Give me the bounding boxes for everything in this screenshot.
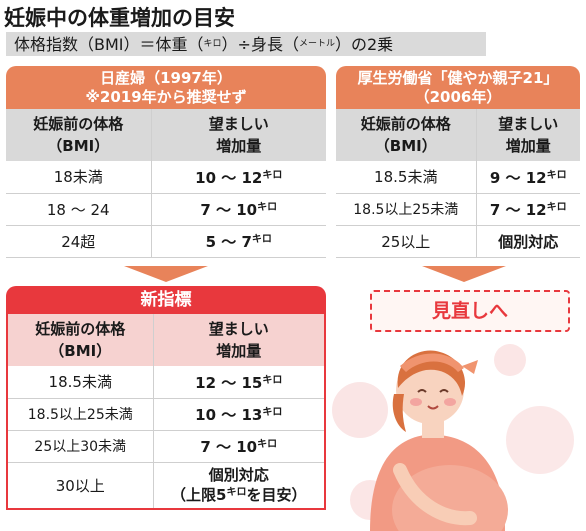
bmi-cell: 18.5以上25未満 [336, 193, 476, 226]
bmi-cell: 18 ～ 24 [6, 193, 151, 226]
bmi-formula: 体格指数（BMI）＝体重（キロ）÷身長（メートル）の2乗 [6, 32, 486, 56]
gain-cell: 7 ～ 10キロ [152, 430, 324, 463]
pregnant-woman-illustration [330, 340, 586, 531]
gain-cell: 個別対応 （上限5キロを目安） [152, 462, 324, 508]
formula-text: 体格指数（BMI）＝体重（ [14, 35, 204, 54]
table-row: 25以上30未満 7 ～ 10キロ [8, 430, 324, 463]
mhlw-standard-panel: 厚生労働省「健やか親子21」 （2006年） 妊娠前の体格 （BMI） 望ましい増… [336, 66, 580, 258]
table-row: 25以上 個別対応 [336, 225, 580, 258]
unit-weight: キロ [203, 39, 222, 49]
old-heading-line1: 日産婦（1997年） [100, 69, 232, 87]
table-row: 18未満 10 ～ 12キロ [6, 161, 326, 194]
down-arrow-icon [124, 266, 208, 282]
mhlw-heading-line1: 厚生労働省「健やか親子21」 [357, 69, 559, 87]
col-bmi-header: 妊娠前の体格 （BMI） [6, 109, 151, 161]
col-gain-header: 望ましい 増加量 [152, 314, 324, 366]
pregnant-woman-icon [332, 344, 574, 531]
formula-middle: ）÷身長（ [221, 35, 299, 54]
new-standard-table: 妊娠前の体格 （BMI） 望ましい 増加量 18.5未満 12 ～ 15キロ 18.5… [8, 314, 324, 508]
table-row: 18 ～ 24 7 ～ 10キロ [6, 193, 326, 226]
gain-cell: 10 ～ 13キロ [152, 398, 324, 431]
bmi-cell: 25以上30未満 [8, 430, 153, 463]
formula-end: ）の2乗 [334, 35, 394, 54]
down-arrow-icon [422, 266, 506, 282]
new-standard-box: 妊娠前の体格 （BMI） 望ましい 増加量 18.5未満 12 ～ 15キロ 18.5… [6, 314, 326, 510]
table-row: 18.5以上25未満 7 ～ 12キロ [336, 193, 580, 226]
col-gain-header: 望ましい 増加量 [150, 109, 326, 161]
table-row: 24超 5 ～ 7キロ [6, 225, 326, 258]
table-header: 妊娠前の体格 （BMI） 望ましい 増加量 [6, 109, 326, 161]
gain-cell: 個別対応 [475, 225, 580, 258]
bmi-cell: 18.5以上25未満 [8, 398, 153, 431]
table-row: 18.5以上25未満 10 ～ 13キロ [8, 398, 324, 431]
gain-cell: 7 ～ 10キロ [150, 193, 326, 226]
bmi-cell: 18.5未満 [8, 366, 153, 399]
unit-height: メートル [298, 39, 335, 49]
gain-cell: 5 ～ 7キロ [150, 225, 326, 258]
table-row: 18.5未満 9 ～ 12キロ [336, 161, 580, 194]
mhlw-heading-line2: （2006年） [414, 88, 502, 106]
new-standard-heading: 新指標 [6, 286, 326, 314]
review-label: 見直しへ [370, 290, 570, 332]
col-bmi-header: 妊娠前の体格 （BMI） [336, 109, 476, 161]
old-standard-table: 妊娠前の体格 （BMI） 望ましい 増加量 18未満 10 ～ 12キロ 18 ～ 2… [6, 109, 326, 258]
gain-cell: 7 ～ 12キロ [475, 193, 580, 226]
bmi-cell: 25以上 [336, 225, 476, 258]
old-standard-heading: 日産婦（1997年） ※2019年から推奨せず [6, 66, 326, 109]
page-title: 妊娠中の体重増加の目安 [4, 6, 235, 30]
bmi-cell: 24超 [6, 225, 151, 258]
mhlw-standard-table: 妊娠前の体格 （BMI） 望ましい 増加量 18.5未満 9 ～ 12キロ 18.5以… [336, 109, 580, 258]
gain-cell: 10 ～ 12キロ [150, 161, 326, 194]
gain-cell: 12 ～ 15キロ [152, 366, 324, 399]
gain-cell: 9 ～ 12キロ [475, 161, 580, 194]
bmi-cell: 30以上 [55, 476, 105, 495]
new-standard-panel: 新指標 妊娠前の体格 （BMI） 望ましい 増加量 18.5未満 12 ～ 15キロ … [6, 286, 326, 510]
mhlw-standard-heading: 厚生労働省「健やか親子21」 （2006年） [336, 66, 580, 109]
table-row: 30以上 個別対応 （上限5キロを目安） [8, 462, 324, 508]
table-row: 18.5未満 12 ～ 15キロ [8, 366, 324, 399]
old-heading-line2: ※2019年から推奨せず [85, 88, 247, 106]
col-bmi-header: 妊娠前の体格 （BMI） [8, 314, 153, 366]
table-header: 妊娠前の体格 （BMI） 望ましい 増加量 [336, 109, 580, 161]
bmi-cell: 18未満 [6, 161, 151, 194]
bmi-cell: 18.5未満 [336, 161, 476, 194]
col-gain-header: 望ましい 増加量 [475, 109, 580, 161]
table-header: 妊娠前の体格 （BMI） 望ましい 増加量 [8, 314, 324, 366]
old-standard-panel: 日産婦（1997年） ※2019年から推奨せず 妊娠前の体格 （BMI） 望ましい… [6, 66, 326, 258]
